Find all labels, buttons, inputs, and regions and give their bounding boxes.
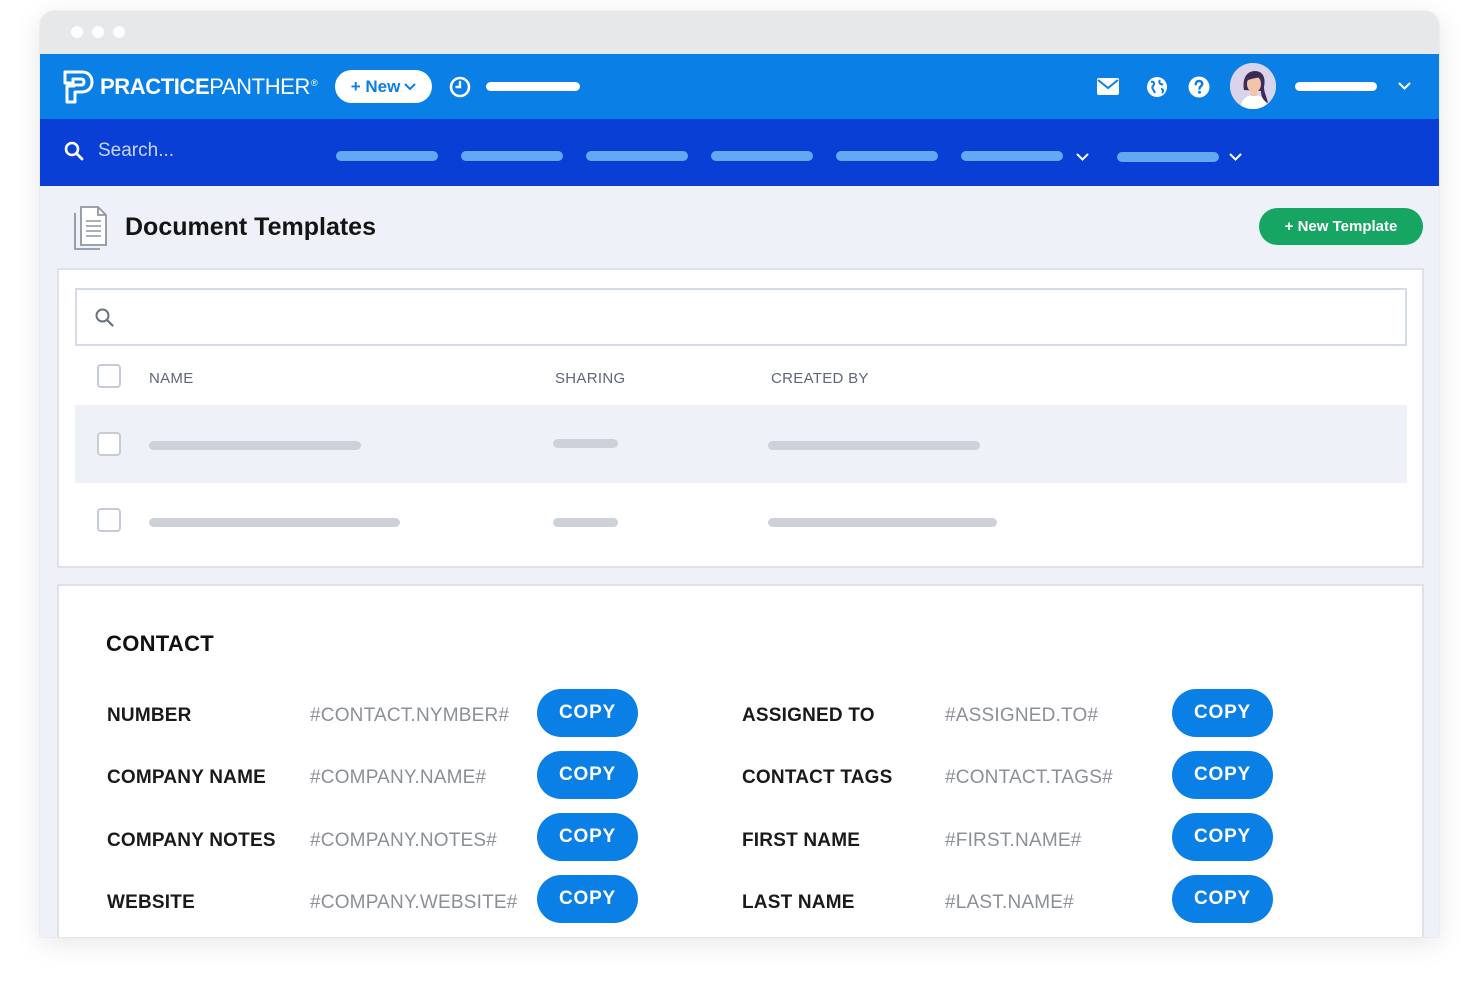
field-label-last-name: LAST NAME [742,892,855,913]
user-avatar[interactable] [1230,63,1276,109]
table-search-input[interactable] [127,300,1377,334]
timer-placeholder-bar [486,82,580,91]
field-label-company-name: COMPANY NAME [107,767,266,788]
clock-icon[interactable] [449,76,471,98]
table-row[interactable] [75,405,1407,483]
window-dot[interactable] [71,26,83,38]
table-row[interactable] [75,483,1407,561]
page-title: Document Templates [125,213,376,241]
chevron-down-icon[interactable] [1398,82,1411,91]
copy-button-company-notes[interactable]: COPY [537,813,638,861]
copy-button-last-name[interactable]: COPY [1172,875,1273,923]
nav-item-placeholder[interactable] [461,151,563,161]
copy-button-number[interactable]: COPY [537,689,638,737]
search-icon [95,308,114,327]
field-code-assigned-to: #ASSIGNED.TO# [945,705,1099,726]
field-code-number: #CONTACT.NYMBER# [310,705,510,726]
field-label-contact-tags: CONTACT TAGS [742,767,893,788]
new-button-label: + New [350,76,401,96]
new-template-button[interactable]: + New Template [1259,208,1423,245]
row-checkbox[interactable] [97,432,121,456]
nav-item-placeholder[interactable] [711,151,813,161]
brand-name-bold: PRACTICE [100,74,210,99]
field-code-company-name: #COMPANY.NAME# [310,767,487,788]
copy-button-first-name[interactable]: COPY [1172,813,1273,861]
brand-name: PRACTICEPANTHER® [100,74,318,100]
field-code-first-name: #FIRST.NAME# [945,830,1082,851]
column-header-sharing[interactable]: SHARING [555,370,626,387]
brand-name-light: PANTHER [209,74,310,99]
user-portrait-icon [1230,63,1276,109]
window-titlebar [40,11,1439,54]
created-by-placeholder-bar [768,441,980,450]
nav-item-placeholder[interactable] [961,151,1063,161]
column-header-created-by[interactable]: CREATED BY [771,370,869,387]
field-label-first-name: FIRST NAME [742,830,861,851]
globe-icon[interactable] [1146,76,1168,98]
copy-button-contact-tags[interactable]: COPY [1172,751,1273,799]
window-dot[interactable] [92,26,104,38]
field-label-website: WEBSITE [107,892,195,913]
top-app-bar: PRACTICEPANTHER® + New [40,54,1439,119]
chevron-down-icon[interactable] [1229,153,1242,162]
copy-button-website[interactable]: COPY [537,875,638,923]
created-by-placeholder-bar [768,518,997,527]
nav-item-placeholder[interactable] [336,151,438,161]
name-placeholder-bar [149,518,400,527]
copy-button-company-name[interactable]: COPY [537,751,638,799]
section-title: CONTACT [106,631,215,656]
new-button[interactable]: + New [335,70,432,103]
window-dot[interactable] [113,26,125,38]
sharing-placeholder-bar [553,439,618,448]
field-code-contact-tags: #CONTACT.TAGS# [945,767,1113,788]
chevron-down-icon[interactable] [1076,153,1089,162]
copy-button-assigned-to[interactable]: COPY [1172,689,1273,737]
templates-table-panel: NAME SHARING CREATED BY [57,268,1424,568]
field-label-company-notes: COMPANY NOTES [107,830,276,851]
row-checkbox[interactable] [97,508,121,532]
field-label-assigned-to: ASSIGNED TO [742,705,875,726]
select-all-checkbox[interactable] [97,364,121,388]
registered-mark: ® [310,77,318,88]
nav-item-placeholder[interactable] [836,151,938,161]
field-code-website: #COMPANY.WEBSITE# [310,892,518,913]
document-icon [74,206,107,250]
column-header-name[interactable]: NAME [149,370,194,387]
field-code-last-name: #LAST.NAME# [945,892,1074,913]
search-icon [64,141,84,161]
global-search-placeholder: Search... [98,140,175,161]
contact-fields-panel: CONTACT NUMBER #CONTACT.NYMBER# COPY COM… [57,584,1424,937]
table-search-box [75,288,1407,346]
nav-bar: Search... [40,119,1439,186]
brand-logo[interactable]: PRACTICEPANTHER® [62,69,318,105]
field-label-number: NUMBER [107,705,192,726]
field-code-company-notes: #COMPANY.NOTES# [310,830,498,851]
app-window: PRACTICEPANTHER® + New [40,11,1439,937]
mail-icon[interactable] [1097,78,1119,95]
page-header: Document Templates + New Template [40,186,1439,268]
nav-item-placeholder[interactable] [1117,152,1219,162]
panther-p-logo-icon [63,70,94,104]
global-search[interactable]: Search... [64,140,174,162]
name-placeholder-bar [149,441,361,450]
chevron-down-icon [404,83,416,90]
sharing-placeholder-bar [553,518,618,527]
help-icon[interactable] [1188,76,1210,98]
username-placeholder-bar [1295,82,1377,91]
nav-item-placeholder[interactable] [586,151,688,161]
